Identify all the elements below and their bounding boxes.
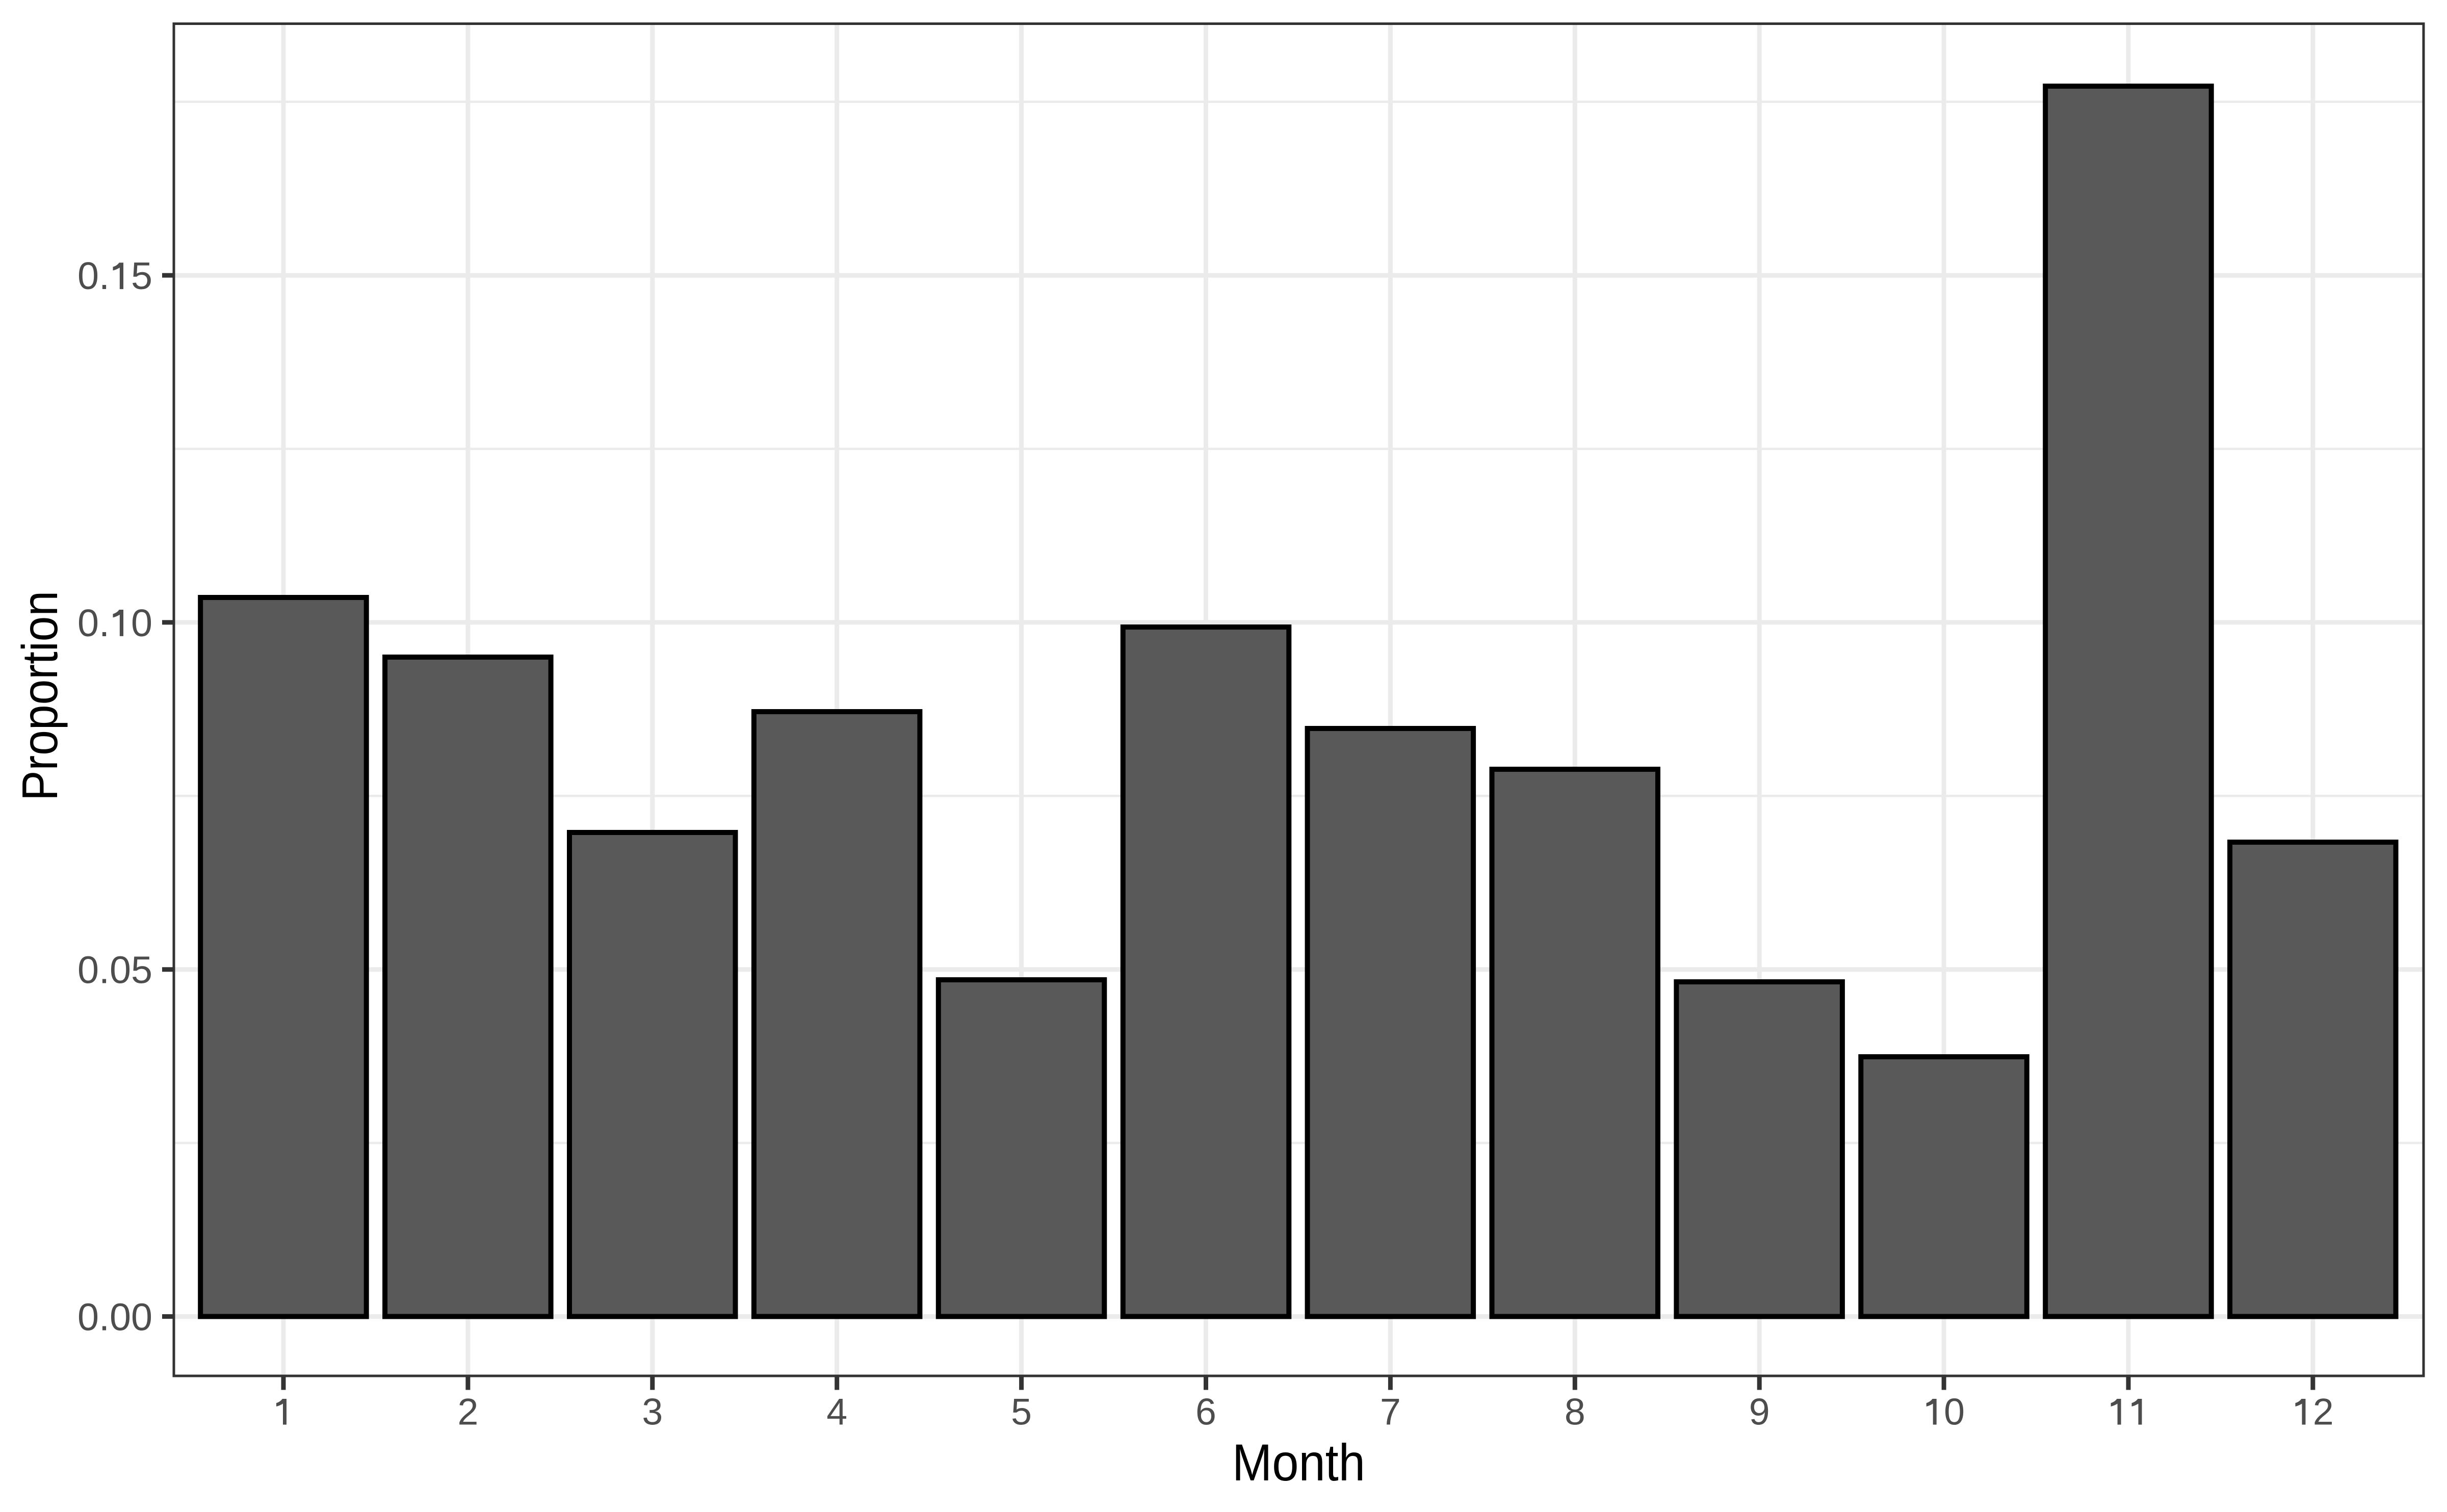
svg-text:Month: Month — [1232, 1433, 1365, 1492]
svg-text:0: 0 — [131, 602, 152, 644]
svg-text:9: 9 — [1749, 1391, 1770, 1433]
svg-text:0.00: 0.00 — [77, 1296, 152, 1339]
svg-text:0.: 0. — [77, 602, 110, 644]
svg-text:0.05: 0.05 — [77, 949, 152, 992]
svg-text:4: 4 — [826, 1391, 847, 1433]
svg-text:5: 5 — [1011, 1391, 1032, 1433]
svg-text:8: 8 — [1565, 1391, 1585, 1433]
svg-text:7: 7 — [1380, 1391, 1401, 1433]
svg-text:Proportion: Proportion — [12, 591, 68, 801]
svg-text:0.: 0. — [77, 254, 110, 297]
svg-text:2: 2 — [2313, 1391, 2334, 1433]
svg-text:6: 6 — [1195, 1391, 1216, 1433]
svg-text:3: 3 — [642, 1391, 663, 1433]
svg-text:0: 0 — [1944, 1391, 1965, 1433]
svg-text:5: 5 — [131, 254, 152, 297]
svg-text:2: 2 — [457, 1391, 478, 1433]
